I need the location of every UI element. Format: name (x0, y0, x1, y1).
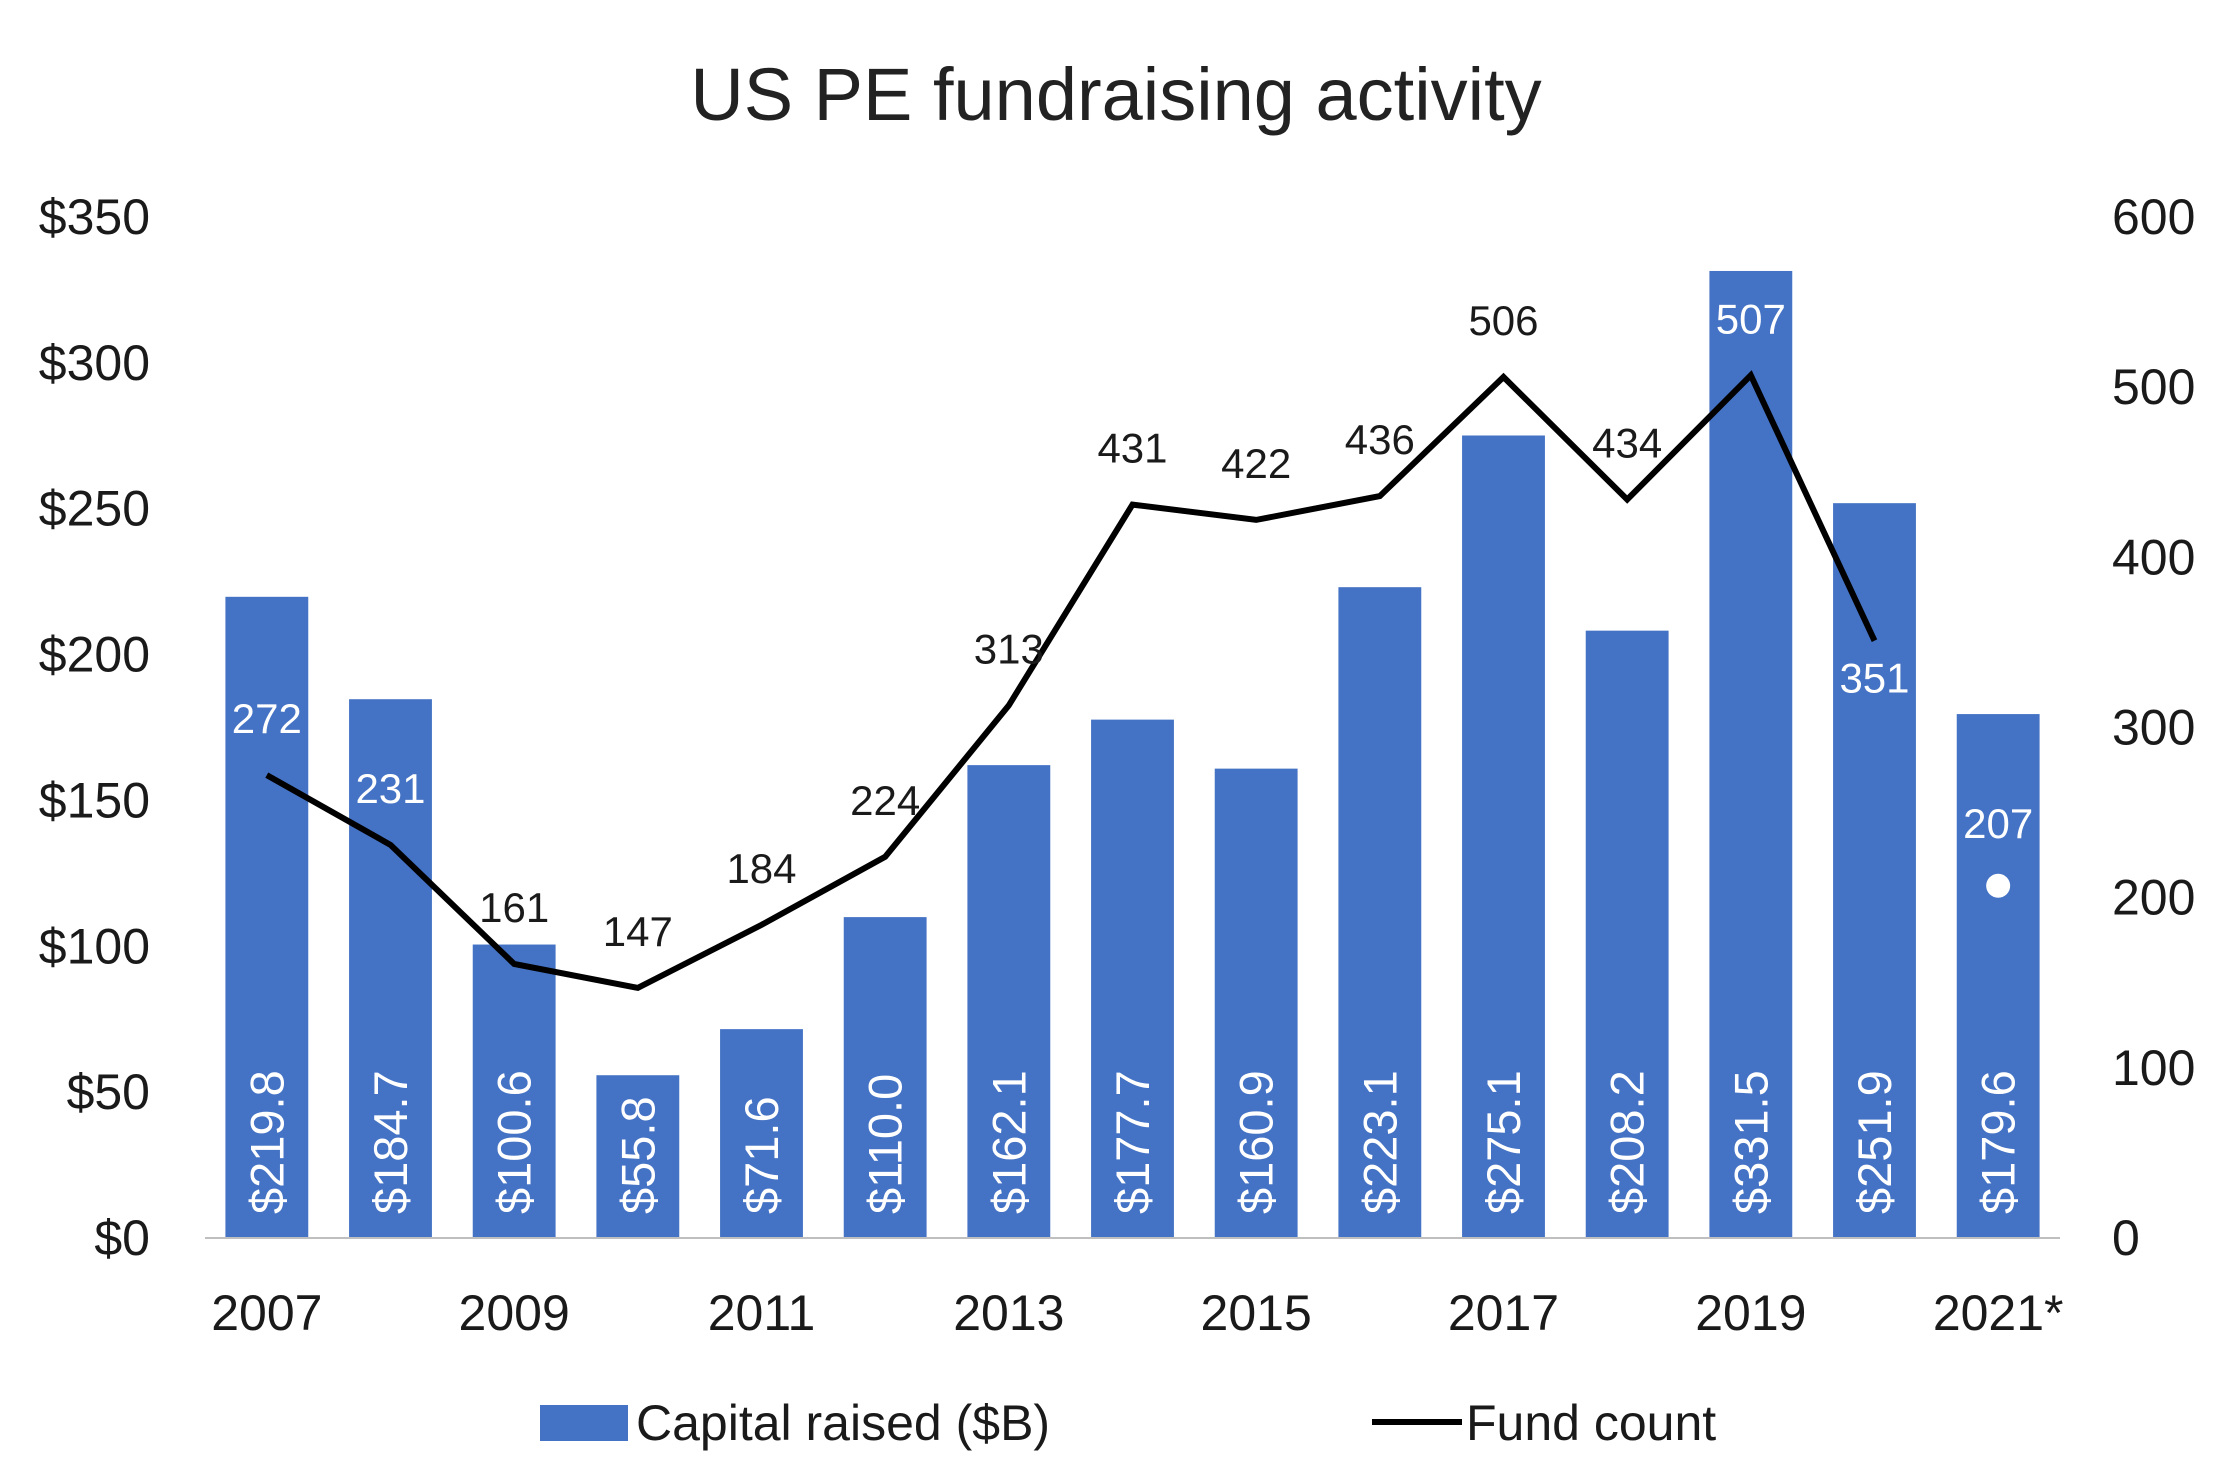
bar-2016 (1338, 587, 1422, 1238)
bar-2017 (1462, 435, 1545, 1238)
bar-value-label-2008: $184.7 (364, 1070, 417, 1214)
bar-2011 (720, 1029, 803, 1238)
fund-count-label-2020: 351 (1839, 655, 1909, 702)
bar-2010 (596, 1075, 680, 1238)
y-right-tick-label-600: 600 (2112, 189, 2195, 245)
fund-count-label-2010: 147 (603, 908, 673, 955)
y-left-tick-label-150: $150 (39, 772, 150, 828)
fund-count-line (265, 370, 1878, 992)
fund-count-label-2019: 507 (1716, 295, 1786, 342)
bar-2007 (225, 596, 309, 1238)
y-right-tick-label-200: 200 (2112, 870, 2195, 926)
fund-count-label-2018: 434 (1592, 419, 1662, 466)
bar-value-label-2011: $71.6 (735, 1096, 788, 1214)
bar-2018 (1585, 630, 1669, 1238)
bar-2015 (1214, 768, 1298, 1238)
fund-count-labels-layer: 272 231 161 147 184 224 313 431 422 436 506 434 507 3… (232, 295, 2033, 955)
bar-value-label-2020: $251.9 (1848, 1070, 1901, 1214)
y-left-tick-label-200: $200 (39, 627, 150, 683)
bar-2008 (349, 699, 432, 1238)
y-right-tick-label-0: 0 (2112, 1210, 2140, 1266)
x-tick-label-2015: 2015 (1201, 1285, 1312, 1341)
legend: Capital raised ($B) Fund count (540, 1395, 1716, 1451)
y-right-tick-label-500: 500 (2112, 359, 2195, 415)
y-right-tick-label-400: 400 (2112, 529, 2195, 585)
bar-2012 (843, 917, 927, 1238)
x-tick-label-2019: 2019 (1695, 1285, 1806, 1341)
x-tick-label-2013: 2013 (953, 1285, 1064, 1341)
bar-value-label-2014: $177.7 (1106, 1070, 1159, 1214)
bar-2013 (967, 765, 1051, 1238)
y-left-tick-label-350: $350 (39, 189, 150, 245)
bar-value-label-2019: $331.5 (1724, 1070, 1777, 1214)
bar-value-label-2018: $208.2 (1601, 1070, 1654, 1214)
bar-value-label-2017: $275.1 (1477, 1070, 1530, 1214)
y-right-tick-label-300: 300 (2112, 700, 2195, 756)
bar-2014 (1091, 719, 1174, 1238)
y-left-tick-label-0: $0 (94, 1210, 150, 1266)
y-left-tick-label-100: $100 (39, 918, 150, 974)
bar-value-label-2013: $162.1 (982, 1070, 1035, 1214)
fund-count-label-2011: 184 (726, 845, 796, 892)
y-right-tick-label-100: 100 (2112, 1040, 2195, 1096)
chart-title: US PE fundraising activity (690, 53, 1541, 136)
legend-swatch-capital-raised (540, 1405, 628, 1441)
bar-2009 (472, 944, 556, 1238)
legend-label-fund-count: Fund count (1466, 1395, 1716, 1451)
fund-count-label-2009: 161 (479, 884, 549, 931)
y-left-tick-label-50: $50 (67, 1064, 150, 1120)
bars-layer (225, 270, 2040, 1238)
bar-value-label-2012: $110.0 (859, 1074, 912, 1214)
x-axis: 2007 2009 2011 2013 2015 2017 2019 2021* (205, 1237, 2064, 1341)
fund-count-label-2014: 431 (1097, 425, 1167, 472)
bar-value-label-2016: $223.1 (1353, 1070, 1406, 1214)
bar-value-label-2021: $179.6 (1972, 1070, 2025, 1214)
fund-count-label-2007: 272 (232, 695, 302, 742)
fund-count-label-2021: 207 (1963, 800, 2033, 847)
x-tick-label-2007: 2007 (211, 1285, 322, 1341)
y-axis-right: 0 100 200 300 400 500 600 (2112, 189, 2195, 1266)
bar-2021 (1956, 714, 2040, 1238)
x-tick-label-2011: 2011 (708, 1285, 816, 1341)
bar-value-label-2015: $160.9 (1230, 1070, 1283, 1214)
legend-label-capital-raised: Capital raised ($B) (636, 1395, 1050, 1451)
y-left-tick-label-300: $300 (39, 335, 150, 391)
bar-value-label-2007: $219.8 (240, 1070, 293, 1214)
fund-count-label-2012: 224 (850, 777, 920, 824)
fund-count-point-2021 (1986, 873, 2011, 898)
y-axis-left: $0 $50 $100 $150 $200 $250 $300 $350 (39, 189, 150, 1266)
fund-count-label-2015: 422 (1221, 440, 1291, 487)
bar-value-label-2010: $55.8 (611, 1096, 664, 1214)
x-tick-label-2021: 2021* (1933, 1285, 2064, 1341)
y-left-tick-label-250: $250 (39, 481, 150, 537)
fund-count-label-2017: 506 (1468, 297, 1538, 344)
fund-count-line-layer (265, 370, 2011, 992)
fund-count-label-2016: 436 (1345, 416, 1415, 463)
bar-value-label-2009: $100.6 (488, 1070, 541, 1214)
bar-2020 (1833, 503, 1916, 1238)
fund-count-label-2013: 313 (974, 625, 1044, 672)
bar-labels-layer: $219.8 $184.7 $100.6 $55.8 $71.6 $110.0 $162.1… (240, 1070, 2024, 1214)
x-tick-label-2009: 2009 (459, 1285, 570, 1341)
x-tick-label-2017: 2017 (1448, 1285, 1559, 1341)
fund-count-label-2008: 231 (355, 765, 425, 812)
